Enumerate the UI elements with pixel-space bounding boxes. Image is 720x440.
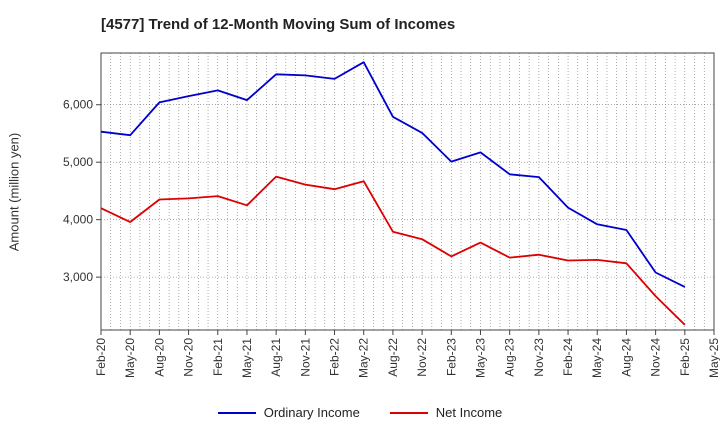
x-tick-label: Aug-21 xyxy=(269,338,283,377)
x-tick-label: Nov-24 xyxy=(649,338,663,377)
x-tick-label: Aug-24 xyxy=(619,338,633,377)
x-tick-label: Nov-23 xyxy=(532,338,546,377)
x-tick-label: Feb-25 xyxy=(678,338,692,376)
x-tick-label: Nov-22 xyxy=(415,338,429,377)
y-tick-label: 5,000 xyxy=(63,155,93,169)
y-tick-label: 3,000 xyxy=(63,270,93,284)
chart-title: [4577] Trend of 12-Month Moving Sum of I… xyxy=(101,16,456,33)
y-tick-label: 6,000 xyxy=(63,98,93,112)
x-tick-label: Feb-24 xyxy=(561,338,575,376)
legend-label: Net Income xyxy=(435,405,503,420)
y-tick-label: 4,000 xyxy=(63,213,93,227)
plot-frame xyxy=(100,52,715,331)
x-tick-label: Feb-20 xyxy=(94,338,108,376)
series-line-net-income xyxy=(100,175,686,326)
x-tick-label: Feb-21 xyxy=(211,338,225,376)
plot-area xyxy=(101,53,714,330)
x-tick-label: Feb-22 xyxy=(328,338,342,376)
legend-item: Net Income xyxy=(389,405,503,420)
x-tick-label: May-22 xyxy=(357,338,371,378)
legend-swatch xyxy=(217,411,256,414)
legend-label: Ordinary Income xyxy=(263,405,360,420)
x-tick-label: May-23 xyxy=(473,338,487,378)
legend: Ordinary Income Net Income xyxy=(0,405,720,420)
x-tick-label: May-25 xyxy=(707,338,720,378)
x-tick-label: May-24 xyxy=(590,338,604,378)
x-tick-label: May-20 xyxy=(123,338,137,378)
x-tick-label: Feb-23 xyxy=(444,338,458,376)
x-tick-label: Aug-20 xyxy=(152,338,166,377)
x-tick-label: Aug-22 xyxy=(386,338,400,377)
x-tick-label: Nov-20 xyxy=(182,338,196,377)
legend-item: Ordinary Income xyxy=(217,405,360,420)
series-line-ordinary-income xyxy=(100,61,686,288)
legend-swatch xyxy=(389,411,428,414)
x-tick-label: Aug-23 xyxy=(503,338,517,377)
x-tick-label: Nov-21 xyxy=(298,338,312,377)
x-tick-label: May-21 xyxy=(240,338,254,378)
